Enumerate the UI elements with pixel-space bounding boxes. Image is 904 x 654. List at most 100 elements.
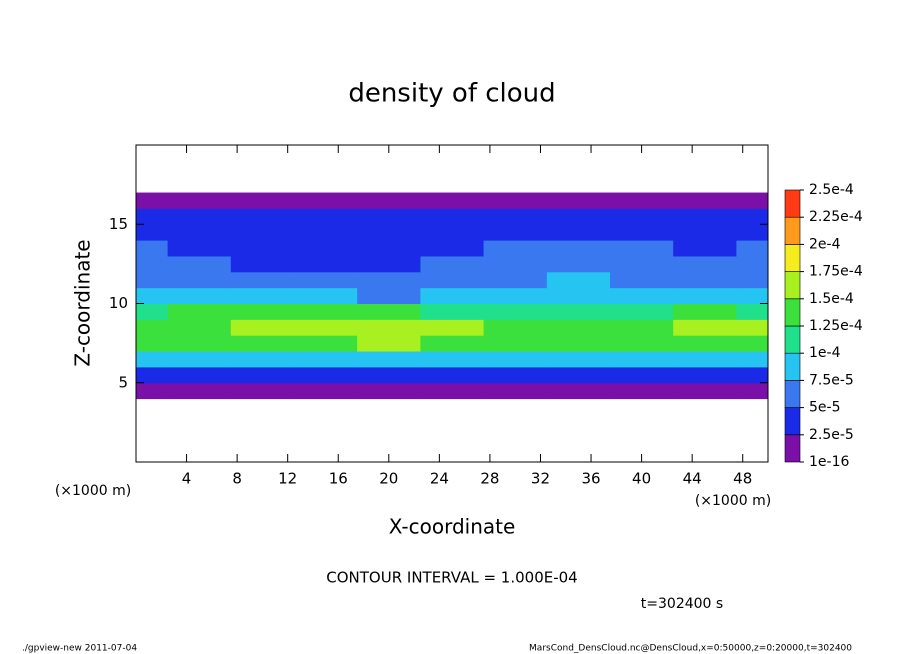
cell: [736, 192, 768, 209]
cell: [294, 335, 358, 352]
cell: [483, 303, 548, 320]
colorbar-label: 1e-4: [809, 345, 841, 361]
colorbar-band: [784, 380, 801, 408]
cell: [357, 335, 421, 352]
x-tick-label: 16: [329, 470, 348, 488]
cell: [230, 271, 295, 289]
colorbar-band: [784, 298, 801, 327]
cell: [357, 208, 421, 225]
cell: [546, 382, 611, 400]
cell: [420, 224, 485, 241]
cell: [294, 208, 358, 225]
colorbar-label: 5e-5: [809, 400, 840, 416]
cell: [357, 240, 421, 257]
chart-title: density of cloud: [348, 79, 555, 109]
cell: [230, 192, 295, 209]
cell: [294, 351, 358, 368]
cell: [420, 271, 485, 289]
cell: [230, 255, 295, 273]
cell: [610, 351, 674, 368]
cell: [483, 255, 548, 273]
y-tick-label: 10: [109, 294, 128, 312]
cell: [167, 335, 232, 352]
cell: [294, 319, 358, 336]
cell: [483, 192, 548, 209]
cell: [136, 208, 169, 225]
cell: [167, 351, 232, 368]
cell: [420, 319, 485, 336]
cell: [230, 335, 295, 352]
cell: [610, 382, 674, 400]
cell: [357, 224, 421, 241]
cell: [673, 287, 737, 304]
cell: [230, 224, 295, 241]
x-tick-label: 8: [232, 470, 242, 488]
colorbar-label: 7.5e-5: [809, 372, 854, 388]
cell: [736, 382, 768, 400]
cell: [483, 240, 548, 257]
cell: [610, 271, 674, 289]
cell: [673, 335, 737, 352]
cell: [167, 192, 232, 209]
cell: [736, 255, 768, 273]
cell: [230, 351, 295, 368]
cell: [546, 303, 611, 320]
cell: [483, 224, 548, 241]
cell: [167, 366, 232, 384]
cell: [420, 335, 485, 352]
cell: [736, 335, 768, 352]
cell: [610, 303, 674, 320]
cell: [673, 351, 737, 368]
cell: [610, 319, 674, 336]
cell: [294, 224, 358, 241]
cell: [136, 271, 169, 289]
cell: [610, 366, 674, 384]
cell: [294, 287, 358, 304]
cell: [294, 303, 358, 320]
cell: [420, 382, 485, 400]
cell: [610, 335, 674, 352]
cell: [546, 287, 611, 304]
cell: [294, 255, 358, 273]
cell: [357, 287, 421, 304]
colorbar-band: [784, 244, 801, 272]
colorbar-label: 1.75e-4: [809, 264, 863, 280]
footer: MarsCond_DensCloud.nc@DensCloud,x=0:5000…: [529, 644, 852, 654]
cell: [420, 351, 485, 368]
x-tick-label: 36: [581, 470, 600, 488]
colorbar-label: 2e-4: [809, 236, 841, 252]
colorbar-label: 1.25e-4: [809, 318, 863, 334]
cell: [357, 366, 421, 384]
cell: [483, 366, 548, 384]
colorbar-label: 2.5e-5: [809, 427, 854, 443]
cell: [546, 240, 611, 257]
cell: [546, 351, 611, 368]
cell: [546, 319, 611, 336]
colorbar-band: [784, 271, 801, 300]
y-tick-label: 5: [118, 373, 128, 391]
cell: [136, 224, 169, 241]
cell: [736, 208, 768, 225]
cell: [483, 351, 548, 368]
colorbar-label: 2.25e-4: [809, 209, 863, 225]
cell: [294, 240, 358, 257]
cell: [136, 335, 169, 352]
cell: [736, 224, 768, 241]
cell: [673, 366, 737, 384]
cell: [230, 287, 295, 304]
cell: [357, 192, 421, 209]
cell: [136, 287, 169, 304]
cell: [230, 319, 295, 336]
cell: [610, 287, 674, 304]
cell: [546, 271, 611, 289]
cell: [357, 319, 421, 336]
colorbar-band: [784, 407, 801, 436]
cell: [546, 335, 611, 352]
cell: [136, 303, 169, 320]
cell: [483, 335, 548, 352]
cell: [294, 271, 358, 289]
y-axis-label: Z-coordinate: [71, 239, 95, 366]
cell: [294, 366, 358, 384]
cell: [167, 303, 232, 320]
